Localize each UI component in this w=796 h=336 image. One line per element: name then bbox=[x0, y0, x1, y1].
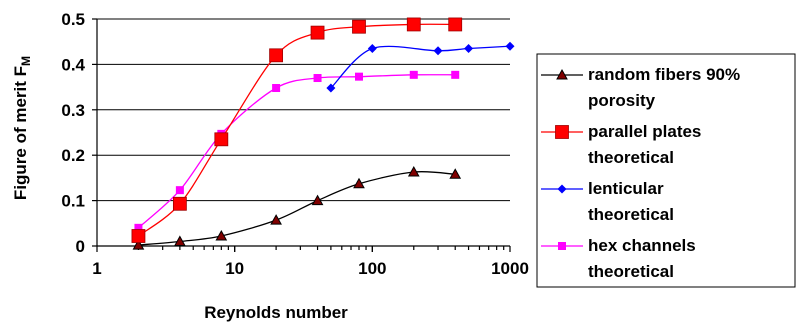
data-point bbox=[464, 44, 473, 53]
legend-marker bbox=[556, 126, 569, 139]
data-point bbox=[314, 74, 322, 82]
x-tick-label: 1000 bbox=[491, 259, 529, 278]
data-point bbox=[451, 71, 459, 79]
y-tick-label: 0.2 bbox=[61, 146, 85, 165]
data-point bbox=[355, 73, 363, 81]
data-point bbox=[270, 49, 283, 62]
series-layer bbox=[132, 18, 515, 249]
data-point bbox=[368, 44, 377, 53]
data-point bbox=[407, 18, 420, 31]
data-point bbox=[173, 197, 186, 210]
legend-marker bbox=[558, 242, 566, 250]
legend-label: parallel plates bbox=[588, 122, 701, 141]
ticks-layer: 0 0.1 0.2 0.3 0.4 0.5 1 10 100 1000 bbox=[61, 10, 529, 278]
y-tick-label: 0 bbox=[76, 237, 85, 256]
y-tick-label: 0.3 bbox=[61, 101, 85, 120]
legend-label: theoretical bbox=[588, 148, 674, 167]
data-point bbox=[506, 42, 515, 51]
x-tick-label: 10 bbox=[225, 259, 244, 278]
series-line bbox=[331, 46, 510, 88]
data-point bbox=[132, 230, 145, 243]
legend-label: theoretical bbox=[588, 262, 674, 281]
series-1 bbox=[132, 18, 462, 243]
data-point bbox=[449, 18, 462, 31]
y-axis-title-main: Figure of merit F bbox=[11, 66, 30, 200]
data-point bbox=[271, 215, 281, 224]
data-point bbox=[215, 133, 228, 146]
x-tick-label: 100 bbox=[358, 259, 386, 278]
data-point bbox=[410, 71, 418, 79]
legend-label: random fibers 90% bbox=[588, 65, 740, 84]
y-axis-title-subscript: M bbox=[19, 56, 33, 66]
y-axis-title: Figure of merit FM bbox=[11, 56, 33, 200]
legend: random fibers 90% porosity parallel plates… bbox=[537, 54, 795, 287]
data-point bbox=[272, 84, 280, 92]
series-2 bbox=[326, 42, 514, 93]
x-tick-label: 1 bbox=[92, 259, 101, 278]
data-point bbox=[176, 186, 184, 194]
axes-layer bbox=[97, 19, 510, 246]
y-tick-label: 0.4 bbox=[61, 55, 85, 74]
data-point bbox=[352, 20, 365, 33]
y-tick-label: 0.5 bbox=[61, 10, 85, 29]
legend-label: theoretical bbox=[588, 205, 674, 224]
legend-label: porosity bbox=[588, 91, 656, 110]
legend-label: hex channels bbox=[588, 236, 696, 255]
y-tick-label: 0.1 bbox=[61, 192, 85, 211]
data-point bbox=[311, 26, 324, 39]
data-point bbox=[434, 46, 443, 55]
legend-label: lenticular bbox=[588, 179, 664, 198]
x-axis-title: Reynolds number bbox=[204, 303, 348, 322]
